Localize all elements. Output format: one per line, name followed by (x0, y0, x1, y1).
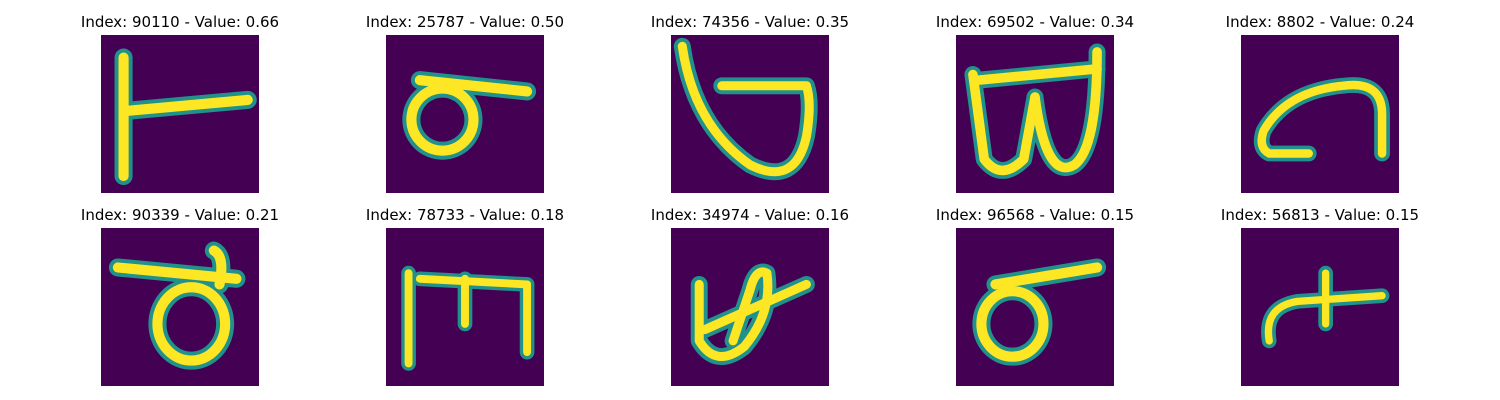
panel-title: Index: 69502 - Value: 0.34 (935, 13, 1135, 31)
glyph-image (101, 228, 259, 386)
panel-title: Index: 90110 - Value: 0.66 (80, 13, 280, 31)
glyph-image (956, 35, 1114, 193)
panel-title: Index: 34974 - Value: 0.16 (650, 206, 850, 224)
panel-title: Index: 25787 - Value: 0.50 (365, 13, 565, 31)
panel-title: Index: 90339 - Value: 0.21 (80, 206, 280, 224)
glyph-image (1241, 35, 1399, 193)
glyph-image (1241, 228, 1399, 386)
panel-title: Index: 96568 - Value: 0.15 (935, 206, 1135, 224)
glyph-image (956, 228, 1114, 386)
panel-title: Index: 78733 - Value: 0.18 (365, 206, 565, 224)
glyph-image (671, 228, 829, 386)
glyph-image (386, 35, 544, 193)
glyph-image (101, 35, 259, 193)
glyph-image (671, 35, 829, 193)
glyph-image (386, 228, 544, 386)
panel-title: Index: 74356 - Value: 0.35 (650, 13, 850, 31)
panel-title: Index: 8802 - Value: 0.24 (1225, 13, 1415, 31)
panel-title: Index: 56813 - Value: 0.15 (1220, 206, 1420, 224)
